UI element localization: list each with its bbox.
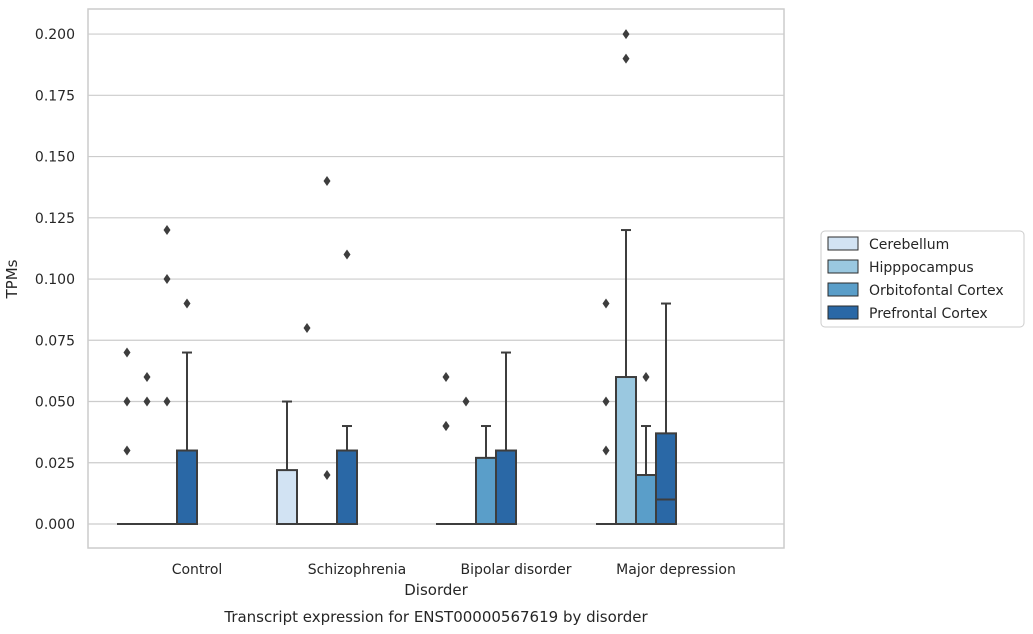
legend-label-hippocampus: Hipppocampus	[869, 260, 974, 276]
box-body	[475, 456, 497, 526]
box-body	[276, 469, 298, 525]
box-control-hipppocampus	[137, 372, 157, 525]
y-tick-label: 0.100	[35, 272, 75, 288]
outlier-point	[642, 372, 650, 383]
outlier-point	[462, 396, 470, 407]
outlier-point	[323, 470, 331, 481]
y-tick-label: 0.000	[35, 517, 75, 533]
legend-swatch-cerebellum	[827, 236, 859, 251]
outlier-point	[143, 372, 151, 383]
y-axis-label: TPMs	[3, 259, 21, 299]
box-body	[495, 449, 517, 525]
outlier-point	[163, 225, 171, 236]
outlier-point	[622, 53, 630, 64]
outlier-point	[143, 396, 151, 407]
y-tick-label: 0.200	[35, 27, 75, 43]
box-major-depression-orbitofontal-cortex	[635, 372, 657, 525]
box-body	[655, 432, 677, 526]
box-control-cerebellum	[117, 347, 137, 525]
outlier-point	[163, 396, 171, 407]
y-tick-label: 0.050	[35, 395, 75, 411]
plot-frame	[87, 8, 785, 549]
box-body	[336, 449, 358, 525]
y-tick-labels: 0.000 0.025 0.050 0.075 0.100 0.125 0.150 0.175…	[35, 27, 75, 533]
outlier-point	[123, 347, 131, 358]
box-bipolar-disorder-prefrontal-cortex	[495, 351, 517, 525]
legend: Cerebellum Hipppocampus Orbitofontal Cor…	[820, 230, 1025, 328]
outlier-point	[323, 176, 331, 187]
box-bipolar-disorder-hipppocampus	[456, 396, 476, 525]
outlier-point	[343, 249, 351, 260]
outlier-point	[442, 372, 450, 383]
y-tick-label: 0.075	[35, 333, 75, 349]
outlier-point	[622, 29, 630, 40]
box-schizophrenia-cerebellum	[276, 400, 298, 525]
chart-caption: Transcript expression for ENST0000056761…	[223, 608, 648, 626]
box-major-depression-cerebellum	[596, 298, 616, 525]
x-tick-label: Schizophrenia	[308, 562, 406, 578]
box-body	[176, 449, 198, 525]
y-tick-label: 0.025	[35, 456, 75, 472]
x-tick-label: Major depression	[616, 562, 736, 578]
box-bipolar-disorder-cerebellum	[436, 372, 456, 525]
y-tick-label: 0.150	[35, 150, 75, 166]
legend-label-prefrontal-cortex: Prefrontal Cortex	[869, 306, 988, 322]
outlier-point	[163, 274, 171, 285]
gridlines	[88, 33, 784, 525]
box-control-prefrontal-cortex	[176, 298, 198, 525]
outlier-point	[183, 298, 191, 309]
box-groups	[117, 29, 677, 526]
box-body	[615, 376, 637, 525]
outlier-point	[442, 421, 450, 432]
outlier-point	[602, 396, 610, 407]
x-tick-label: Control	[172, 562, 223, 578]
x-tick-labels: Control Schizophrenia Bipolar disorder Majo…	[172, 562, 736, 578]
legend-swatch-hippocampus	[827, 259, 859, 274]
x-tick-label: Bipolar disorder	[460, 562, 571, 578]
box-body	[635, 474, 657, 525]
outlier-point	[303, 323, 311, 334]
box-bipolar-disorder-orbitofontal-cortex	[475, 425, 497, 526]
box-schizophrenia-orbitofontal-cortex	[317, 176, 337, 525]
legend-frame	[820, 230, 1025, 328]
outlier-point	[602, 298, 610, 309]
box-major-depression-hipppocampus	[615, 29, 637, 525]
box-schizophrenia-prefrontal-cortex	[336, 249, 358, 525]
box-control-orbitofontal-cortex	[157, 225, 177, 525]
legend-swatch-prefrontal-cortex	[827, 305, 859, 320]
legend-label-orbitofrontal-cortex: Orbitofontal Cortex	[869, 283, 1004, 299]
x-axis-label: Disorder	[404, 581, 468, 599]
box-major-depression-prefrontal-cortex	[655, 302, 677, 526]
plot-border	[87, 8, 785, 549]
outlier-point	[123, 445, 131, 456]
legend-swatch-orbitofrontal-cortex	[827, 282, 859, 297]
outlier-point	[602, 445, 610, 456]
legend-label-cerebellum: Cerebellum	[869, 237, 949, 253]
outlier-point	[123, 396, 131, 407]
y-tick-label: 0.175	[35, 88, 75, 104]
y-tick-label: 0.125	[35, 211, 75, 227]
box-schizophrenia-hipppocampus	[297, 323, 317, 525]
